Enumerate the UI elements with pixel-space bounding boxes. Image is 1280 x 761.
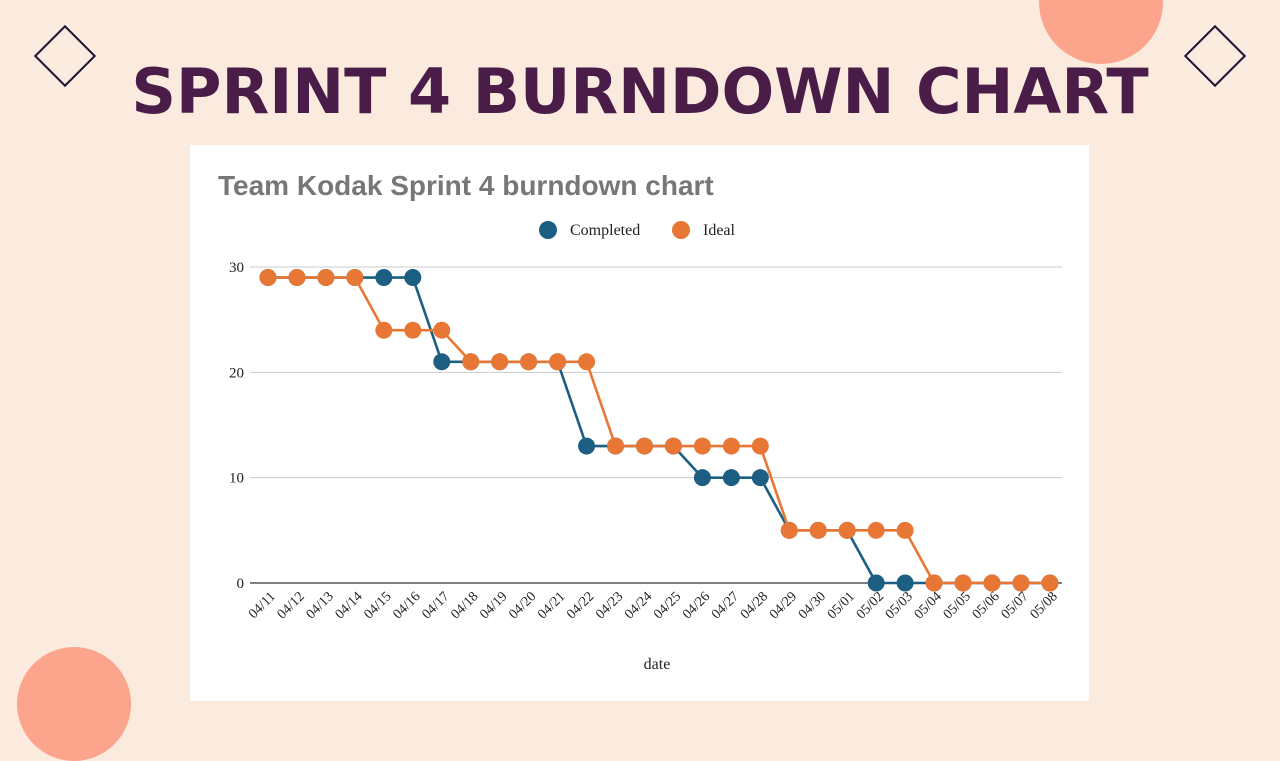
- data-point-ideal: [838, 521, 856, 539]
- x-tick-label: 05/02: [854, 589, 887, 622]
- data-point-ideal: [867, 521, 885, 539]
- data-point-ideal: [549, 353, 567, 371]
- data-point-completed: [896, 574, 914, 592]
- data-point-ideal: [780, 521, 798, 539]
- x-tick-label: 04/30: [796, 589, 829, 622]
- x-axis: 04/1104/1204/1304/1404/1504/1604/1704/18…: [246, 589, 1061, 622]
- x-tick-label: 05/05: [941, 589, 974, 622]
- y-tick-label: 0: [237, 576, 245, 592]
- legend-label-ideal: Ideal: [703, 222, 736, 239]
- legend-label-completed: Completed: [570, 222, 640, 239]
- data-point-completed: [722, 469, 740, 487]
- slide-title: SPRINT 4 BURNDOWN CHART: [131, 55, 1149, 128]
- data-point-ideal: [896, 521, 914, 539]
- data-point-ideal: [317, 269, 335, 287]
- x-tick-label: 04/12: [275, 589, 308, 622]
- y-tick-label: 30: [229, 260, 244, 276]
- data-point-completed: [578, 437, 596, 455]
- data-point-ideal: [693, 437, 711, 455]
- x-tick-label: 05/06: [970, 589, 1003, 622]
- decorative-circle-bottom: [17, 647, 131, 761]
- x-tick-label: 04/26: [680, 589, 713, 622]
- x-tick-label: 04/20: [506, 589, 539, 622]
- x-tick-label: 04/14: [333, 589, 366, 622]
- data-point-ideal: [722, 437, 740, 455]
- data-point-ideal: [404, 321, 422, 339]
- data-point-completed: [433, 353, 451, 371]
- data-point-ideal: [375, 321, 393, 339]
- data-point-completed: [404, 269, 422, 287]
- data-point-ideal: [635, 437, 653, 455]
- data-point-ideal: [664, 437, 682, 455]
- x-tick-label: 04/11: [246, 589, 279, 622]
- data-point-ideal: [462, 353, 480, 371]
- chart-title: Team Kodak Sprint 4 burndown chart: [218, 170, 714, 201]
- x-tick-label: 05/07: [999, 589, 1032, 622]
- series-line-ideal: [268, 276, 1050, 585]
- data-point-ideal: [1012, 574, 1030, 592]
- chart-grid: [250, 266, 1062, 584]
- x-tick-label: 04/16: [390, 589, 423, 622]
- x-tick-label: 04/19: [477, 589, 510, 622]
- x-tick-label: 04/24: [622, 589, 655, 622]
- x-tick-label: 05/08: [1028, 589, 1061, 622]
- data-point-completed: [867, 574, 885, 592]
- x-tick-label: 04/25: [651, 589, 684, 622]
- data-point-ideal: [288, 269, 306, 287]
- data-point-ideal: [607, 437, 625, 455]
- x-tick-label: 04/15: [362, 589, 395, 622]
- x-tick-label: 04/18: [448, 589, 481, 622]
- y-tick-label: 20: [229, 365, 244, 381]
- data-point-ideal: [433, 321, 451, 339]
- chart-card: Team Kodak Sprint 4 burndown chart Compl…: [190, 145, 1089, 701]
- x-tick-label: 04/23: [593, 589, 626, 622]
- x-tick-label: 04/21: [535, 589, 568, 622]
- data-point-ideal: [809, 521, 827, 539]
- data-point-completed: [375, 269, 393, 287]
- data-point-completed: [751, 469, 769, 487]
- x-tick-label: 04/27: [709, 589, 742, 622]
- data-point-ideal: [751, 437, 769, 455]
- data-point-ideal: [925, 574, 943, 592]
- data-point-ideal: [520, 353, 538, 371]
- data-point-ideal: [346, 269, 364, 287]
- chart-legend: Completed Ideal: [539, 221, 736, 239]
- x-tick-label: 05/01: [825, 589, 858, 622]
- data-point-ideal: [1041, 574, 1059, 592]
- legend-marker-completed: [539, 221, 557, 239]
- x-tick-label: 05/04: [912, 589, 945, 622]
- x-tick-label: 04/29: [767, 589, 800, 622]
- x-tick-label: 04/22: [564, 589, 597, 622]
- data-point-ideal: [578, 353, 596, 371]
- data-point-completed: [693, 469, 711, 487]
- x-tick-label: 04/13: [304, 589, 337, 622]
- x-tick-label: 04/28: [738, 589, 771, 622]
- data-point-ideal: [259, 269, 277, 287]
- y-axis: 0 10 20 30: [229, 260, 244, 592]
- x-tick-label: 04/17: [419, 589, 452, 622]
- y-tick-label: 10: [229, 471, 244, 487]
- legend-marker-ideal: [672, 221, 690, 239]
- data-point-ideal: [491, 353, 509, 371]
- data-point-ideal: [983, 574, 1001, 592]
- data-point-ideal: [954, 574, 972, 592]
- x-axis-label: date: [644, 656, 671, 673]
- x-tick-label: 05/03: [883, 589, 916, 622]
- burndown-chart: Team Kodak Sprint 4 burndown chart Compl…: [218, 170, 1062, 673]
- chart-series: [259, 269, 1059, 592]
